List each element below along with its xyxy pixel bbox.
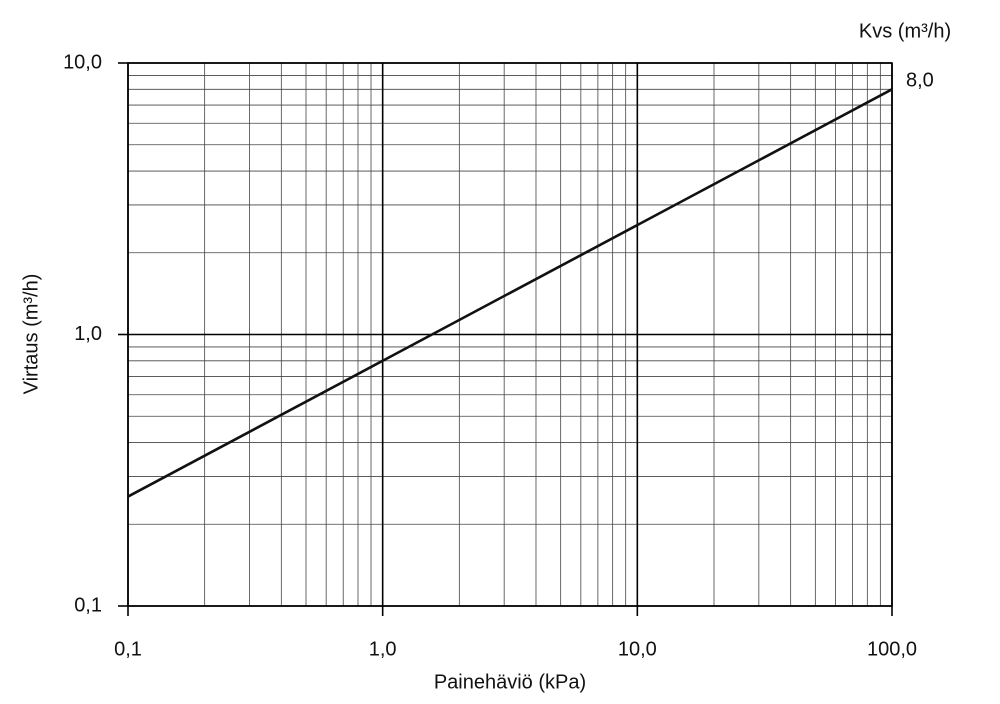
y-tick-label: 0,1 — [74, 594, 102, 616]
data-line — [127, 88, 893, 498]
series-label: 8,0 — [906, 70, 934, 92]
x-tick-label: 0,1 — [114, 638, 142, 660]
x-tick-label: 1,0 — [369, 638, 397, 660]
x-tick-label: 10,0 — [618, 638, 657, 660]
plot-frame — [127, 62, 893, 607]
y-tick-label: 10,0 — [63, 51, 102, 73]
legend-title: Kvs (m³/h) — [859, 20, 951, 42]
y-axis-label: Virtaus (m³/h) — [20, 274, 42, 395]
x-tick-label: 100,0 — [867, 638, 917, 660]
y-tick-label: 1,0 — [74, 323, 102, 345]
x-axis-label: Painehäviö (kPa) — [434, 671, 586, 693]
